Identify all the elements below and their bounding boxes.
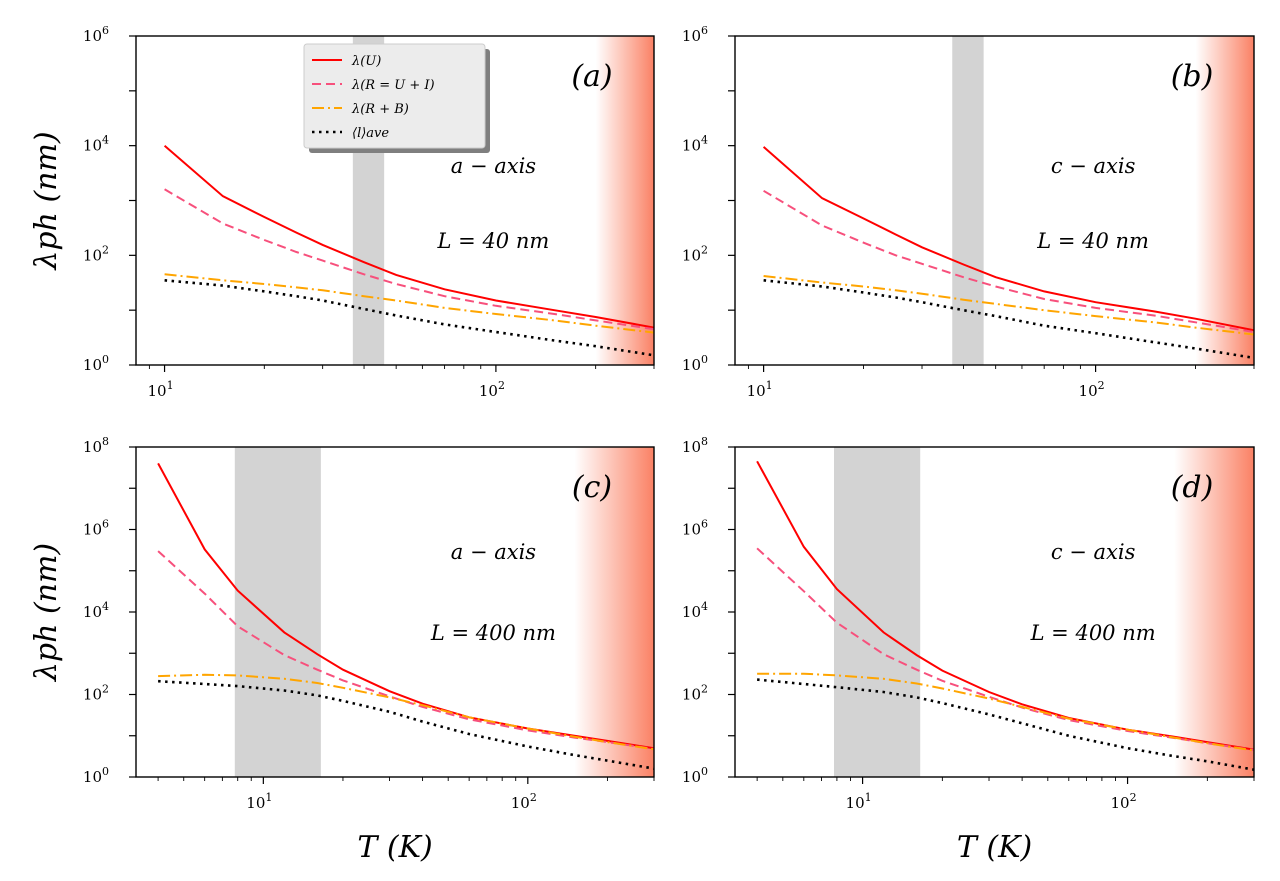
y-tick-label: 104 [83,600,109,621]
x-axis-label: T (K) [357,830,432,865]
series-line-0 [762,146,1254,332]
y-tick-label: 100 [83,353,109,374]
y-tick-label: 104 [682,134,708,155]
x-tick-label: 101 [246,791,272,812]
y-tick-label: 100 [682,765,708,786]
y-tick-label: 106 [83,24,109,45]
axis-annotation: a − axis [451,540,537,564]
size-annotation: L = 40 nm [1036,229,1149,253]
series-line-2 [757,672,1254,752]
legend: λ(U) λ(R = U + I) λ(R + B) ⟨l⟩ave [303,43,490,153]
y-axis-label: λph (nm) [29,543,64,682]
legend-entry: λ(R + B) [351,102,409,117]
y-tick-label: 106 [682,518,708,539]
panel-a: 101 102 100 102 104 106 (a) a − axis L = 40 nm λp… [29,24,655,400]
panel-c: 101 102 100 102 104 106 108 (c) a − axis L = 400 … [29,435,655,865]
y-tick-label: 108 [83,435,109,456]
y-tick-label: 108 [682,435,708,456]
series-line-2 [158,673,654,751]
panel-label: (b) [1171,59,1214,94]
y-tick-label: 100 [682,353,708,374]
series-line-3 [763,279,1254,360]
series-line-2 [763,275,1254,336]
axis-annotation: c − axis [1051,154,1136,178]
y-tick-label: 104 [83,134,109,155]
axis-annotation: a − axis [451,154,537,178]
y-tick-label: 102 [682,243,708,264]
series-line-2 [164,273,654,334]
panel-label: (a) [571,59,612,94]
panel-label: (d) [1171,470,1214,505]
axis-annotation: c − axis [1051,540,1136,564]
x-axis-label: T (K) [957,830,1032,865]
legend-box [303,43,486,149]
size-annotation: L = 400 nm [1030,621,1156,645]
series-line-3 [164,279,654,357]
x-tick-label: 102 [511,791,537,812]
y-tick-label: 104 [682,600,708,621]
series-line-0 [163,144,654,329]
x-tick-label: 102 [1111,791,1137,812]
y-tick-label: 106 [682,24,708,45]
red-region [1174,447,1254,777]
y-axis-label: λph (nm) [29,131,64,270]
gray-band [952,36,984,365]
y-tick-label: 102 [682,683,708,704]
gray-band [234,447,321,777]
panel-b: 101 102 100 102 104 106 (b) c − axis L = 40 nm [682,24,1255,400]
y-tick-label: 100 [83,765,109,786]
y-tick-label: 102 [83,243,109,264]
series-line-1 [763,189,1254,333]
red-region [574,447,654,777]
x-tick-label: 101 [747,379,773,400]
x-tick-label: 101 [148,379,174,400]
panel-d: 101 102 100 102 104 106 108 (d) c − axis L = 400 … [682,435,1255,865]
red-region [595,36,654,365]
size-annotation: L = 40 nm [437,229,550,253]
size-annotation: L = 400 nm [430,621,556,645]
gray-band [833,447,921,777]
y-tick-label: 106 [83,518,109,539]
x-tick-label: 102 [1079,379,1105,400]
y-tick-label: 102 [83,683,109,704]
legend-entry: λ(R = U + I) [351,78,435,93]
panel-label: (c) [572,470,612,505]
red-region [1195,36,1254,365]
x-tick-label: 101 [846,791,872,812]
series-line-1 [164,188,654,331]
legend-entry: ⟨l⟩ave [352,126,389,141]
x-tick-label: 102 [479,379,505,400]
legend-entry: λ(U) [351,54,381,69]
